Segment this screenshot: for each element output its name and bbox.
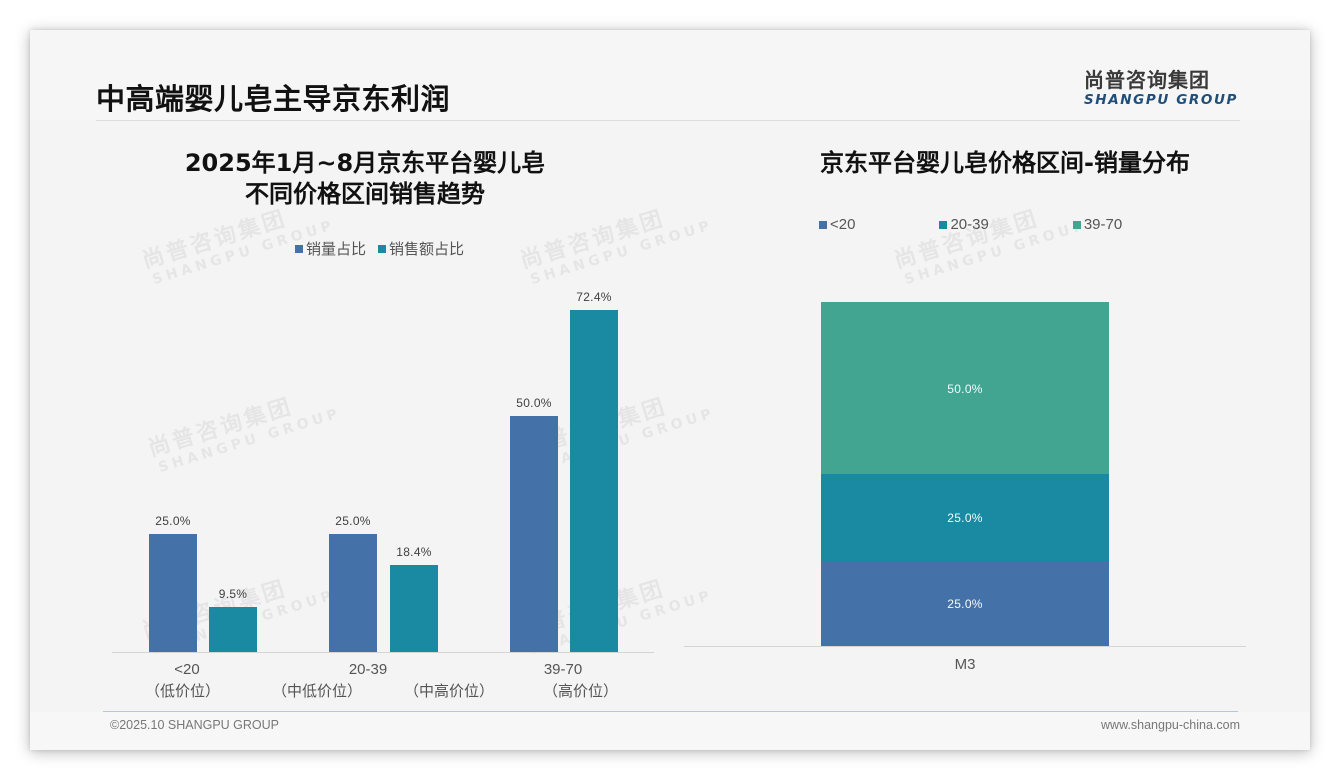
legend-swatch-icon [378,244,387,253]
stack-segment-20-39 [821,474,1109,561]
legend-item-20-39: 20-39 [939,216,989,233]
legend-swatch-icon [1072,220,1081,229]
bar-volume-lt20 [149,534,197,652]
stack-segment-39-70 [821,302,1109,474]
footer [30,712,1310,750]
logo-chinese: 尚普咨询集团 [1083,68,1210,92]
bar-label: 25.0% [155,514,191,528]
legend-item-lt20: <20 [819,216,855,233]
tier-label: （中高价位） [404,683,495,700]
bar-label: 72.4% [576,290,612,304]
category-label: <20 [174,661,200,678]
segment-label: 25.0% [947,597,983,611]
bar-amount-39-70 [570,310,618,652]
legend-swatch-icon [295,244,303,253]
legend-swatch-icon [819,220,827,229]
category-label: 39-70 [543,661,583,678]
segment-label: 50.0% [947,382,983,396]
page-title: 中高端婴儿皂主导京东利润 [96,82,451,116]
company-logo: 尚普咨询集团 SHANGPU GROUP [1084,64,1238,108]
bar-label: 50.0% [516,396,552,410]
segment-label: 25.0% [947,511,983,525]
footer-copyright: ©2025.10 SHANGPU GROUP [110,718,279,732]
legend-item-39-70: 39-70 [1072,216,1122,233]
header-divider [96,120,1240,121]
legend-swatch-icon [939,220,948,229]
bar-amount-20-39 [390,565,438,652]
tier-label: （中低价位） [272,683,363,700]
legend-item-amount: 销售额占比 [378,238,464,259]
stack-segment-lt20 [821,561,1109,646]
bar-label: 18.4% [396,545,432,559]
legend-item-volume: 销量占比 [295,238,366,259]
logo-english: SHANGPU GROUP [1083,92,1238,108]
x-axis-line [112,652,654,653]
category-label: 20-39 [348,661,388,678]
bar-label: 9.5% [218,587,248,601]
right-chart-legend: <20 20-39 39-70 [819,216,1122,233]
tier-label: （低价位） [145,683,221,700]
category-label: M3 [954,656,976,673]
tier-label: （高价位） [543,683,619,700]
footer-website-link[interactable]: www.shangpu-china.com [1101,718,1240,732]
bar-label: 25.0% [335,514,371,528]
bar-volume-39-70 [510,416,558,652]
left-chart-legend: 销量占比 销售额占比 [295,238,464,259]
left-chart-title: 2025年1月~8月京东平台婴儿皂 不同价格区间销售趋势 [184,149,546,208]
bar-volume-20-39 [329,534,377,652]
slide: 中高端婴儿皂主导京东利润 尚普咨询集团 SHANGPU GROUP 尚普咨询集团… [30,30,1310,750]
footer-divider [103,711,1238,712]
bar-amount-lt20 [209,607,257,652]
right-chart-title: 京东平台婴儿皂价格区间-销量分布 [820,149,1190,177]
x-axis-line [684,646,1246,647]
header-band [30,30,1310,120]
